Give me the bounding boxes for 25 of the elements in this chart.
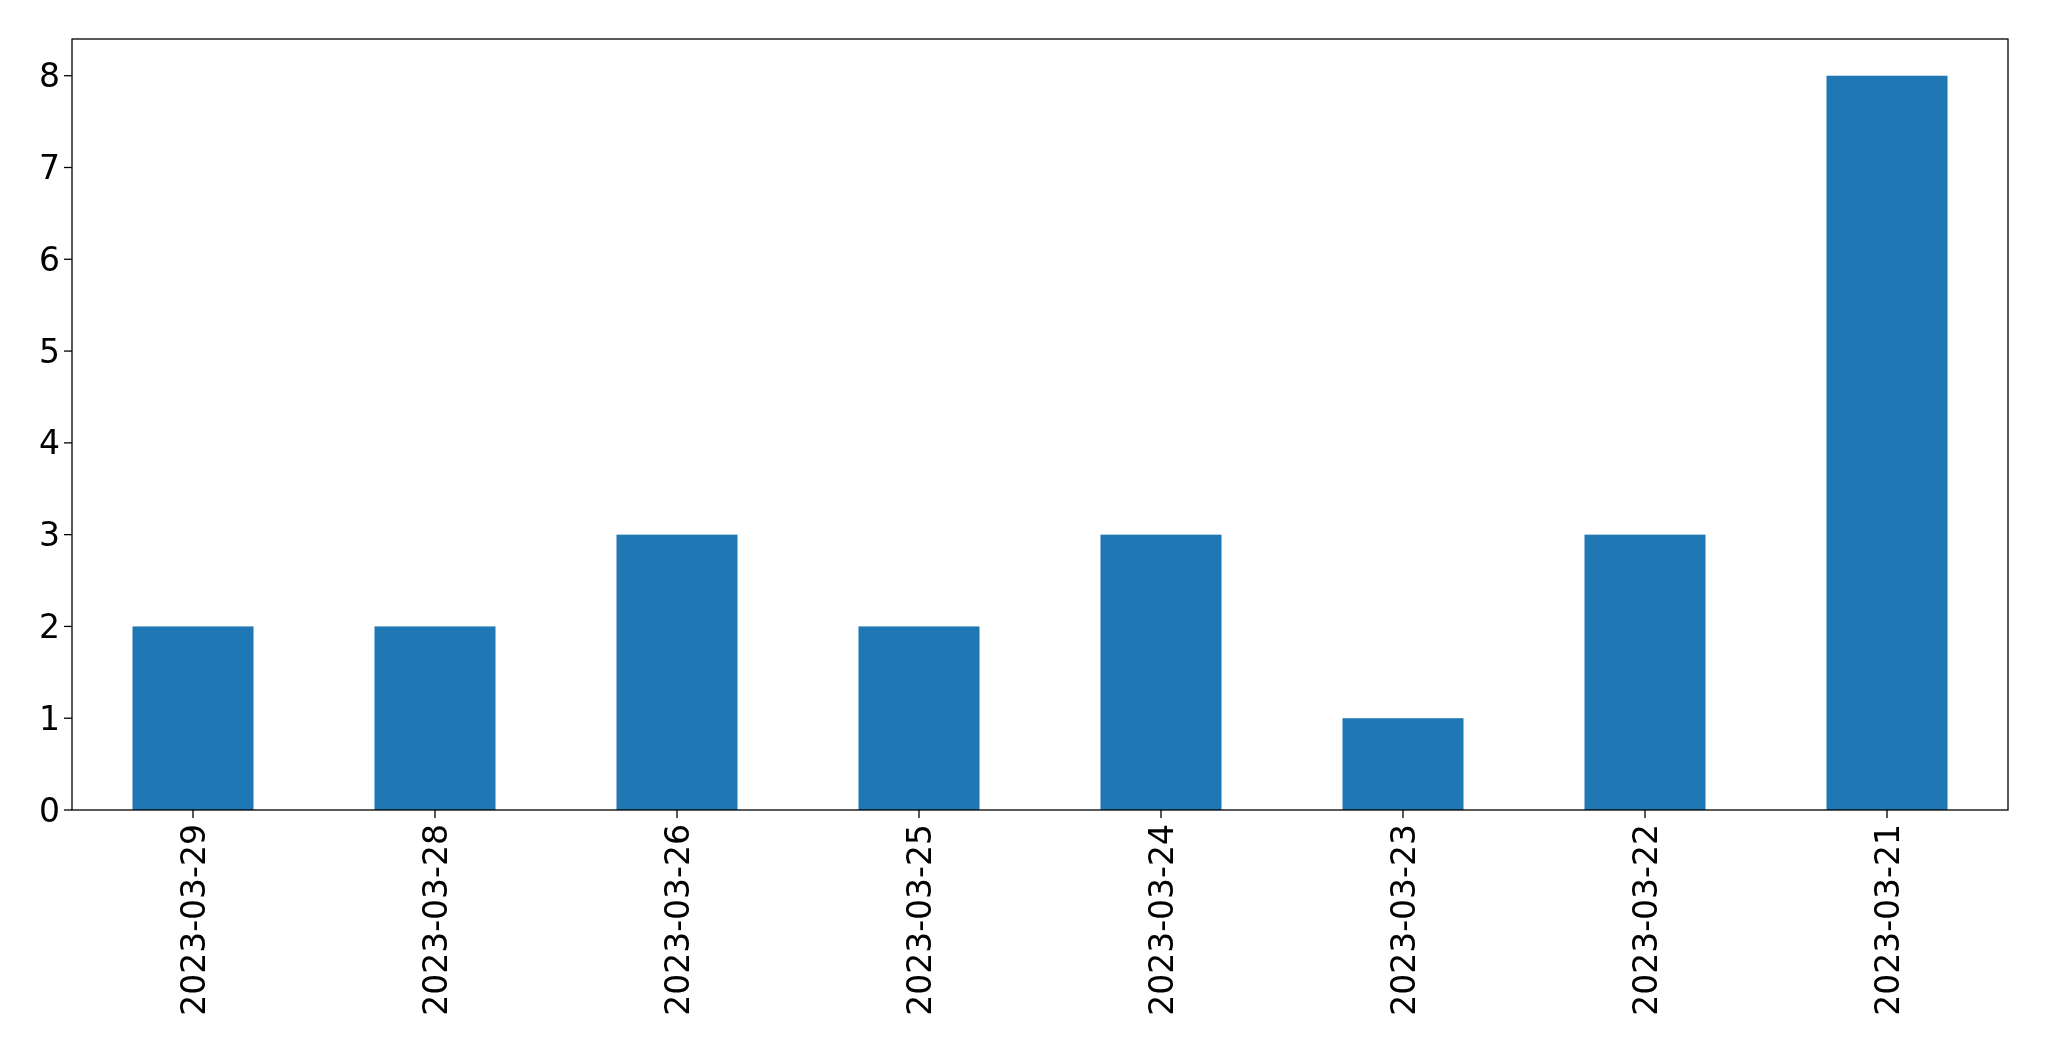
- bar: [1826, 75, 1948, 810]
- bar: [132, 626, 254, 810]
- y-tick-label: 6: [39, 239, 60, 279]
- bar: [374, 626, 496, 810]
- y-tick-label: 7: [39, 148, 60, 188]
- x-tick-label: 2023-03-26: [657, 824, 697, 1016]
- y-tick-label: 2: [39, 606, 60, 646]
- x-tick-label: 2023-03-21: [1867, 824, 1907, 1016]
- y-tick-label: 4: [39, 423, 60, 463]
- bar: [858, 626, 980, 810]
- bar: [1584, 534, 1706, 810]
- x-tick-label: 2023-03-23: [1383, 824, 1423, 1016]
- y-tick-label: 1: [39, 698, 60, 738]
- bar: [1342, 718, 1464, 810]
- y-tick-label: 5: [39, 331, 60, 371]
- x-tick-label: 2023-03-28: [415, 824, 455, 1016]
- y-tick-label: 8: [39, 56, 60, 96]
- bar: [616, 534, 738, 810]
- bar: [1100, 534, 1222, 810]
- y-tick-label: 0: [39, 790, 60, 830]
- x-tick-label: 2023-03-29: [173, 824, 213, 1016]
- x-tick-label: 2023-03-25: [899, 824, 939, 1016]
- y-tick-label: 3: [39, 515, 60, 555]
- x-tick-label: 2023-03-22: [1625, 824, 1665, 1016]
- x-tick-label: 2023-03-24: [1141, 824, 1181, 1016]
